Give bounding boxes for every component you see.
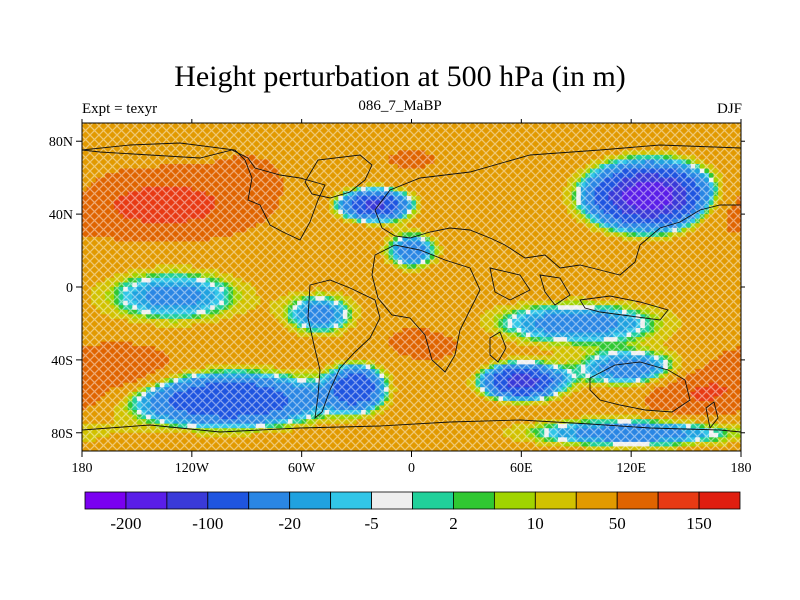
period-label: 086_7_MaBP <box>358 98 442 114</box>
plot-title: Height perturbation at 500 hPa (in m) <box>174 60 626 93</box>
experiment-label: Expt = texyr <box>82 101 158 117</box>
season-label: DJF <box>716 101 742 117</box>
